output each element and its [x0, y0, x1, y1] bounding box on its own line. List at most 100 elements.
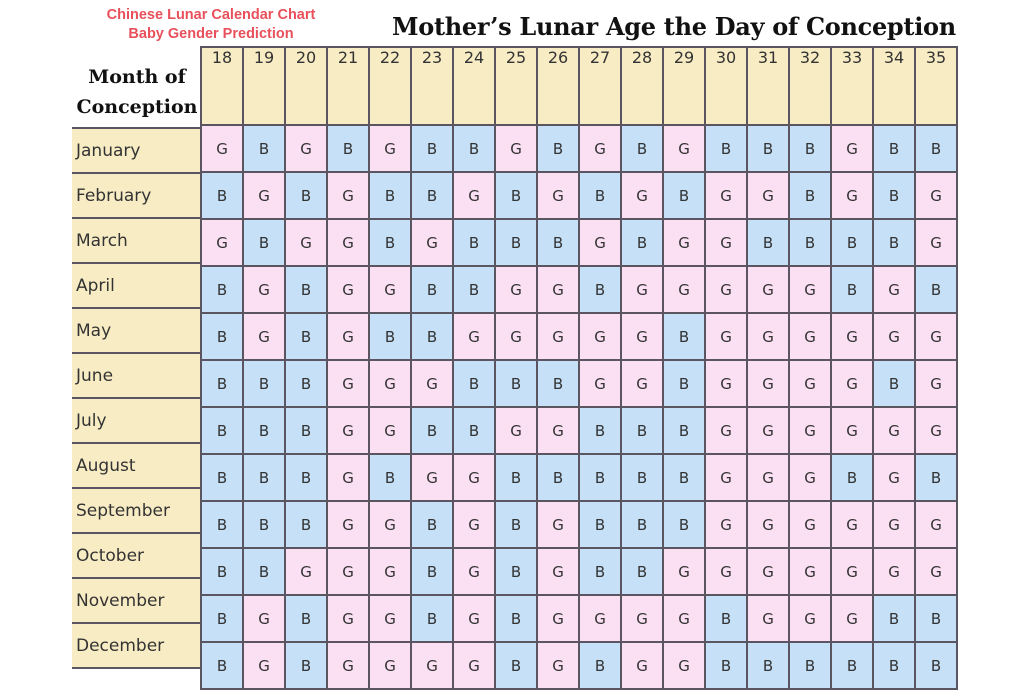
boy-cell: B	[746, 124, 790, 173]
girl-cell: G	[788, 312, 832, 361]
age-header: 30	[704, 46, 748, 126]
girl-cell: G	[242, 312, 286, 361]
girl-cell: G	[536, 500, 580, 549]
boy-cell: B	[662, 312, 706, 361]
girl-cell: G	[326, 641, 370, 690]
girl-cell: G	[746, 312, 790, 361]
girl-cell: G	[704, 500, 748, 549]
month-label: January	[72, 127, 200, 174]
age-header: 26	[536, 46, 580, 126]
girl-cell: G	[452, 312, 496, 361]
row-header-line2: Conception	[76, 96, 198, 118]
girl-cell: G	[704, 218, 748, 267]
boy-cell: B	[200, 171, 244, 220]
girl-cell: G	[872, 453, 916, 502]
age-header: 24	[452, 46, 496, 126]
girl-cell: G	[536, 265, 580, 314]
girl-cell: G	[788, 500, 832, 549]
boy-cell: B	[494, 547, 538, 596]
month-label: March	[72, 217, 200, 264]
girl-cell: G	[410, 453, 454, 502]
boy-cell: B	[410, 547, 454, 596]
girl-cell: G	[368, 641, 412, 690]
girl-cell: G	[620, 312, 664, 361]
girl-cell: G	[326, 594, 370, 643]
girl-cell: G	[872, 265, 916, 314]
age-header: 28	[620, 46, 664, 126]
girl-cell: G	[326, 312, 370, 361]
month-label: September	[72, 487, 200, 534]
boy-cell: B	[494, 218, 538, 267]
month-label: February	[72, 172, 200, 219]
girl-cell: G	[578, 218, 622, 267]
girl-cell: G	[452, 171, 496, 220]
age-header: 20	[284, 46, 328, 126]
chart-subtitle-line1: Chinese Lunar Calendar Chart	[106, 7, 316, 23]
month-column: January February March April May June July Augu…	[72, 127, 200, 669]
age-header: 32	[788, 46, 832, 126]
boy-cell: B	[578, 265, 622, 314]
girl-cell: G	[830, 547, 874, 596]
girl-cell: G	[620, 171, 664, 220]
boy-cell: B	[410, 406, 454, 455]
girl-cell: G	[326, 500, 370, 549]
girl-cell: G	[368, 265, 412, 314]
month-label: August	[72, 442, 200, 489]
girl-cell: G	[704, 453, 748, 502]
girl-cell: G	[536, 641, 580, 690]
boy-cell: B	[704, 641, 748, 690]
girl-cell: G	[284, 124, 328, 173]
girl-cell: G	[410, 359, 454, 408]
girl-cell: G	[452, 453, 496, 502]
boy-cell: B	[242, 453, 286, 502]
boy-cell: B	[620, 500, 664, 549]
boy-cell: B	[200, 453, 244, 502]
age-header: 21	[326, 46, 370, 126]
boy-cell: B	[830, 453, 874, 502]
boy-cell: B	[494, 359, 538, 408]
girl-cell: G	[788, 359, 832, 408]
boy-cell: B	[620, 124, 664, 173]
girl-cell: G	[536, 547, 580, 596]
girl-cell: G	[536, 406, 580, 455]
girl-cell: G	[662, 594, 706, 643]
boy-cell: B	[410, 124, 454, 173]
girl-cell: G	[704, 547, 748, 596]
girl-cell: G	[704, 359, 748, 408]
girl-cell: G	[326, 453, 370, 502]
boy-cell: B	[872, 218, 916, 267]
boy-cell: B	[284, 171, 328, 220]
boy-cell: B	[410, 594, 454, 643]
girl-cell: G	[620, 594, 664, 643]
girl-cell: G	[452, 500, 496, 549]
chart-subtitle-line2: Baby Gender Prediction	[128, 26, 294, 42]
girl-cell: G	[830, 359, 874, 408]
girl-cell: G	[746, 171, 790, 220]
girl-cell: G	[578, 312, 622, 361]
age-header: 25	[494, 46, 538, 126]
girl-cell: G	[830, 406, 874, 455]
boy-cell: B	[494, 453, 538, 502]
boy-cell: B	[326, 124, 370, 173]
girl-cell: G	[494, 312, 538, 361]
boy-cell: B	[914, 265, 958, 314]
girl-cell: G	[494, 124, 538, 173]
age-header: 27	[578, 46, 622, 126]
boy-cell: B	[662, 171, 706, 220]
boy-cell: B	[620, 406, 664, 455]
boy-cell: B	[578, 547, 622, 596]
boy-cell: B	[284, 500, 328, 549]
boy-cell: B	[284, 406, 328, 455]
girl-cell: G	[494, 265, 538, 314]
boy-cell: B	[872, 641, 916, 690]
month-label: December	[72, 622, 200, 669]
girl-cell: G	[746, 453, 790, 502]
boy-cell: B	[284, 265, 328, 314]
row-header-line1: Month of	[88, 66, 186, 88]
boy-cell: B	[494, 500, 538, 549]
